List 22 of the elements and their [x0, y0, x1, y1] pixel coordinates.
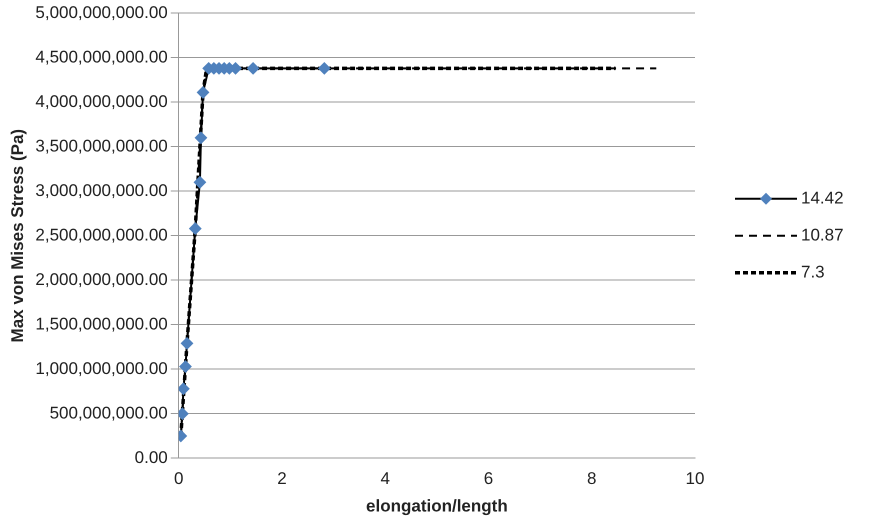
y-tick-label: 2,500,000,000.00 — [35, 225, 168, 244]
x-tick-label: 10 — [686, 469, 704, 488]
y-tick-label: 500,000,000.00 — [50, 403, 168, 422]
x-tick-label: 4 — [380, 469, 390, 488]
y-tick-label: 4,000,000,000.00 — [35, 92, 168, 111]
legend-label: 10.87 — [801, 225, 844, 244]
y-tick-label: 2,000,000,000.00 — [35, 270, 168, 289]
x-tick-label: 6 — [484, 469, 494, 488]
y-tick-label: 5,000,000,000.00 — [35, 2, 168, 22]
y-axis-title: Max von Mises Stress (Pa) — [8, 128, 27, 342]
y-tick-label: 3,500,000,000.00 — [35, 136, 168, 156]
y-tick-label: 4,500,000,000.00 — [35, 47, 168, 66]
x-tick-label: 8 — [587, 469, 596, 488]
y-tick-label: 0.00 — [134, 448, 168, 467]
x-tick-label: 2 — [277, 469, 287, 488]
y-tick-label: 1,500,000,000.00 — [35, 314, 168, 334]
x-axis-title: elongation/length — [366, 496, 508, 516]
x-tick-label: 0 — [174, 469, 184, 488]
legend-label: 7.3 — [801, 262, 825, 282]
legend-label: 14.42 — [801, 188, 844, 208]
y-tick-label: 1,000,000,000.00 — [35, 358, 168, 378]
y-tick-label: 3,000,000,000.00 — [35, 180, 168, 200]
